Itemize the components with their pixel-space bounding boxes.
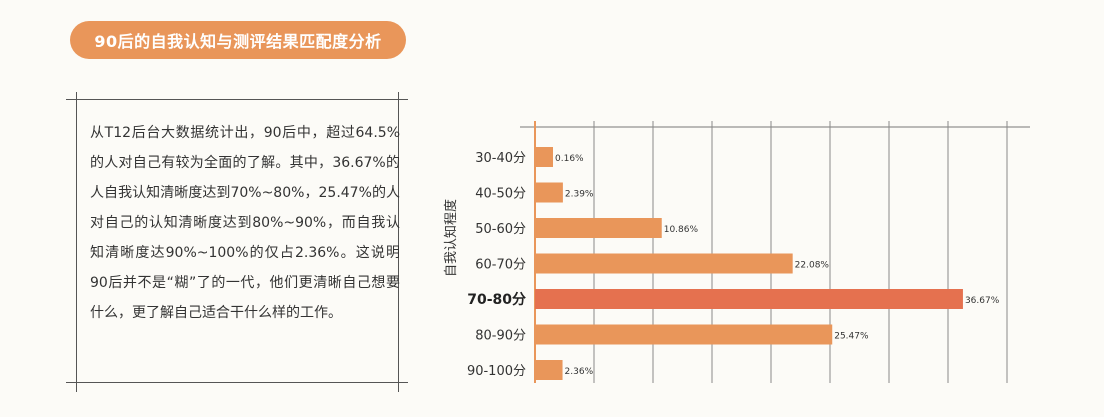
bar xyxy=(535,147,553,167)
category-label: 90-100分 xyxy=(467,364,526,379)
description-text: 从T12后台大数据统计出，90后中，超过64.5%的人对自己有较为全面的了解。其… xyxy=(90,125,400,321)
bar xyxy=(535,182,563,203)
data-label: 36.67% xyxy=(965,296,1000,306)
page-title: 90后的自我认知与测评结果匹配度分析 xyxy=(70,21,406,59)
bar xyxy=(535,324,833,345)
data-label: 10.86% xyxy=(664,225,699,235)
frame-bottom-line xyxy=(66,382,408,383)
frame-right-line xyxy=(398,92,399,392)
frame-left-line xyxy=(76,92,77,392)
bar xyxy=(535,289,963,309)
data-label: 0.16% xyxy=(555,154,584,164)
data-label: 22.08% xyxy=(795,261,830,271)
frame-top-line xyxy=(66,99,408,100)
data-label: 2.36% xyxy=(565,367,594,377)
category-label: 30-40分 xyxy=(475,151,526,166)
bar xyxy=(535,360,563,380)
bar xyxy=(535,218,662,238)
data-label: 2.39% xyxy=(565,190,594,200)
y-axis-label: 自我认知程度 xyxy=(443,199,459,277)
data-label: 25.47% xyxy=(834,332,869,342)
category-label: 50-60分 xyxy=(475,222,526,237)
bar xyxy=(535,253,793,274)
category-label: 40-50分 xyxy=(475,187,526,202)
category-label: 80-90分 xyxy=(475,329,526,344)
category-label: 60-70分 xyxy=(475,258,526,273)
category-label: 70-80分 xyxy=(467,292,526,308)
